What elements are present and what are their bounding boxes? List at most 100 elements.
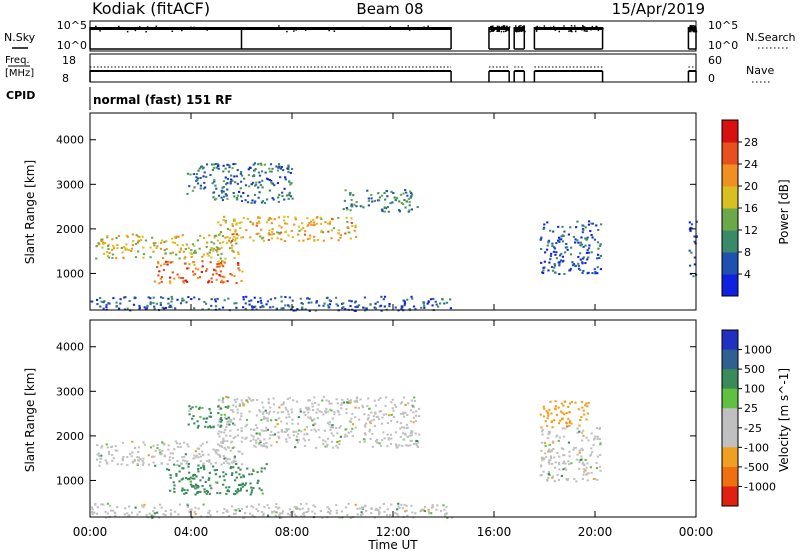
power-cell <box>236 182 239 185</box>
power-cell <box>222 281 225 284</box>
power-cell <box>257 232 260 235</box>
power-cell <box>540 236 543 239</box>
velocity-cell <box>343 435 346 438</box>
power-cell <box>193 186 196 189</box>
power-cell <box>225 183 228 186</box>
velocity-cell <box>223 413 226 416</box>
velocity-cell <box>260 510 264 513</box>
velocity-cell <box>239 483 243 486</box>
power-cell <box>301 306 304 309</box>
velocity-cell <box>598 427 601 430</box>
velocity-cell <box>131 440 134 443</box>
power-cell <box>249 236 252 239</box>
velocity-cell <box>309 417 312 420</box>
power-cell <box>231 224 234 227</box>
nsky-dot <box>694 28 696 30</box>
power-cell <box>199 187 202 190</box>
power-cell <box>297 225 301 228</box>
velocity-cell <box>168 459 171 462</box>
nsky-dot <box>576 26 579 29</box>
velocity-cell <box>217 443 220 446</box>
power-cell <box>586 258 589 261</box>
power-cell <box>99 305 102 308</box>
velocity-cell <box>548 430 552 433</box>
velocity-cell <box>550 449 554 452</box>
power-cell <box>365 307 368 310</box>
power-cell <box>414 308 417 311</box>
velocity-cell <box>562 462 565 465</box>
nsky-dot <box>573 25 576 27</box>
power-cell <box>235 197 239 200</box>
power-cell <box>165 240 168 243</box>
velocity-cell <box>104 510 107 513</box>
velocity-cell <box>194 450 198 453</box>
velocity-cell <box>194 487 197 490</box>
velocity-cell <box>311 419 314 422</box>
nsky-label: N.Sky <box>4 31 36 44</box>
power-cell <box>553 247 557 250</box>
power-cell <box>555 251 558 254</box>
power-cell <box>401 203 405 206</box>
velocity-cell <box>218 420 221 423</box>
power-cell <box>346 220 349 223</box>
velocity-cell <box>197 464 200 467</box>
power-cell <box>222 265 225 268</box>
power-cell <box>563 251 567 254</box>
velocity-cell <box>322 395 326 398</box>
velocity-cell <box>152 461 155 464</box>
power-cell <box>101 241 105 244</box>
velocity-cell <box>202 465 206 468</box>
cpid-text: normal (fast) 151 RF <box>93 93 233 107</box>
velocity-cell <box>295 506 299 509</box>
velocity-cell <box>329 428 332 431</box>
velocity-cell <box>302 437 305 440</box>
nsky-dot <box>201 27 203 30</box>
nsky-dot <box>595 25 598 28</box>
power-cell <box>251 223 255 226</box>
velocity-cell <box>423 510 426 513</box>
power-cell <box>403 300 406 303</box>
velocity-cell <box>349 401 352 404</box>
velocity-cell <box>394 443 398 446</box>
velocity-cell <box>260 470 263 473</box>
velocity-cell <box>265 417 268 420</box>
velocity-cell <box>379 410 383 413</box>
power-cell <box>394 198 397 201</box>
velocity-cell <box>263 442 266 445</box>
velocity-cell <box>199 479 202 482</box>
power-cell <box>108 302 111 305</box>
velocity-cell <box>181 456 184 459</box>
velocity-cell <box>242 402 245 405</box>
nsky-dot <box>582 25 584 27</box>
nsky-dot <box>139 26 141 28</box>
velocity-cell <box>418 433 421 436</box>
power-cell <box>547 269 550 272</box>
power-cell <box>542 271 545 274</box>
velocity-cell <box>196 486 199 489</box>
power-cell <box>253 201 256 204</box>
velocity-cell <box>384 404 387 407</box>
power-cell <box>344 189 347 192</box>
power-cell <box>217 260 220 263</box>
velocity-cell <box>354 426 357 429</box>
power-cell <box>176 273 179 276</box>
nsky-dot <box>549 26 552 29</box>
velocity-cell <box>570 462 573 465</box>
velocity-cell <box>218 399 221 402</box>
power-cell <box>152 250 155 253</box>
power-cell <box>112 297 115 300</box>
power-cell <box>163 249 166 252</box>
power-cell <box>270 217 273 220</box>
power-cell <box>577 264 580 267</box>
power-cell <box>551 269 555 272</box>
velocity-cell <box>191 417 194 420</box>
nsky-dot <box>508 28 510 31</box>
velocity-cell <box>232 461 235 464</box>
power-cell <box>143 306 146 309</box>
power-cell <box>304 230 307 233</box>
velocity-cell <box>217 412 220 415</box>
velocity-cell <box>417 407 421 410</box>
velocity-cell <box>224 473 228 476</box>
power-cell <box>327 304 330 307</box>
velocity-cell <box>232 404 235 407</box>
